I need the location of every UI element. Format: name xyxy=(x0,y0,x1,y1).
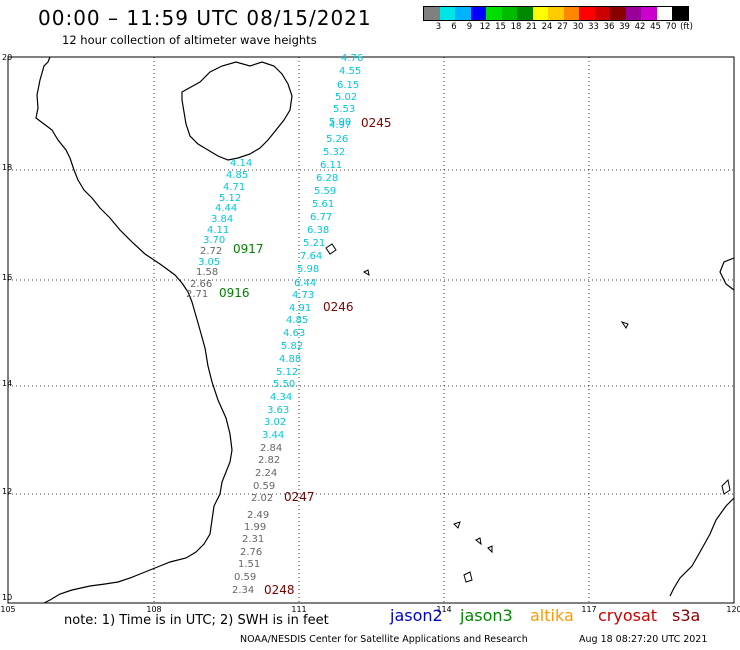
wave-value: 2.49 xyxy=(247,510,269,521)
wave-value: 3.84 xyxy=(211,214,233,225)
legend-jason3: jason3 xyxy=(460,606,513,625)
wave-value: 5.53 xyxy=(333,104,355,115)
wave-value: 2.71 xyxy=(186,289,208,300)
wave-value: 6.15 xyxy=(337,80,359,91)
wave-value: 4.34 xyxy=(270,392,292,403)
wave-value: 0.59 xyxy=(234,572,256,583)
wave-value: 4.85 xyxy=(226,170,248,181)
wave-value: 1.58 xyxy=(196,267,218,278)
coastline-palawan xyxy=(670,498,734,596)
wave-value: 4.14 xyxy=(230,158,252,169)
coastline-island-east xyxy=(722,480,730,494)
wave-value: 2.82 xyxy=(258,455,280,466)
wave-value: 3.02 xyxy=(264,417,286,428)
wave-value: 5.61 xyxy=(312,199,334,210)
wave-value: 1.99 xyxy=(244,522,266,533)
footer-credit: NOAA/NESDIS Center for Satellite Applica… xyxy=(240,634,528,645)
wave-value: 4.97 xyxy=(329,120,351,131)
y-tick-label: 10 xyxy=(2,593,12,602)
wave-value: 3.44 xyxy=(262,430,284,441)
wave-value: 4.76 xyxy=(341,53,363,64)
legend-note: note: 1) Time is in UTC; 2) SWH is in fe… xyxy=(64,613,329,628)
wave-value: 2.72 xyxy=(200,246,222,257)
wave-value: 2.34 xyxy=(232,585,254,596)
wave-value: 4.91 xyxy=(289,303,311,314)
y-tick-label: 16 xyxy=(2,273,12,282)
pass-time-label: 0248 xyxy=(264,583,295,597)
wave-value: 4.88 xyxy=(279,354,301,365)
footer-timestamp: Aug 18 08:27:20 UTC 2021 xyxy=(579,634,707,645)
small-islands xyxy=(326,244,628,582)
wave-value: 6.44 xyxy=(294,278,316,289)
pass-time-label: 0917 xyxy=(233,242,264,256)
x-tick-label: 117 xyxy=(581,605,596,614)
x-tick-label: 120 xyxy=(726,605,740,614)
pass-time-label: 0916 xyxy=(219,286,250,300)
y-tick-label: 14 xyxy=(2,379,12,388)
wave-value: 6.38 xyxy=(307,225,329,236)
wave-value: 3.70 xyxy=(203,235,225,246)
wave-value: 5.32 xyxy=(323,147,345,158)
map-frame xyxy=(8,57,734,603)
wave-value: 5.98 xyxy=(297,264,319,275)
wave-value: 6.77 xyxy=(310,212,332,223)
wave-value: 2.84 xyxy=(260,443,282,454)
coastline-mainland xyxy=(36,57,232,603)
pass-time-label: 0246 xyxy=(323,300,354,314)
wave-value: 2.02 xyxy=(251,493,273,504)
wave-value: 5.50 xyxy=(273,379,295,390)
pass-time-label: 0247 xyxy=(284,490,315,504)
wave-value: 7.64 xyxy=(300,251,322,262)
y-tick-label: 12 xyxy=(2,487,12,496)
y-tick-label: 18 xyxy=(2,163,12,172)
legend-jason2: jason2 xyxy=(390,606,443,625)
wave-value: 3.63 xyxy=(267,405,289,416)
wave-value: 5.26 xyxy=(326,134,348,145)
legend-s3a: s3a xyxy=(672,606,700,625)
wave-value: 2.76 xyxy=(240,547,262,558)
wave-value: 5.21 xyxy=(303,238,325,249)
axis-tick-labels: 105 108 111 114 117 120 20 18 16 14 12 10 xyxy=(0,53,740,614)
legend-altika: altika xyxy=(530,606,574,625)
wave-value: 0.59 xyxy=(253,481,275,492)
wave-value: 4.85 xyxy=(286,315,308,326)
wave-value: 6.11 xyxy=(320,160,342,171)
wave-value: 5.12 xyxy=(276,367,298,378)
y-tick-label: 20 xyxy=(2,53,12,62)
pass-time-label: 0245 xyxy=(361,116,392,130)
x-tick-label: 105 xyxy=(0,605,15,614)
coastline-philippines xyxy=(720,258,734,290)
wave-value: 5.02 xyxy=(335,92,357,103)
wave-value: 2.31 xyxy=(242,534,264,545)
wave-value: 4.63 xyxy=(283,328,305,339)
wave-value: 1.51 xyxy=(238,559,260,570)
lat-lon-grid xyxy=(8,57,734,603)
wave-value: 2.24 xyxy=(255,468,277,479)
legend-cryosat: cryosat xyxy=(598,606,657,625)
wave-value: 4.44 xyxy=(215,203,237,214)
wave-value: 6.28 xyxy=(316,173,338,184)
coastline-hainan xyxy=(182,62,292,160)
wave-value: 4.73 xyxy=(292,290,314,301)
wave-value: 5.59 xyxy=(314,186,336,197)
wave-value: 4.71 xyxy=(223,182,245,193)
wave-value: 4.55 xyxy=(339,66,361,77)
wave-value: 5.82 xyxy=(281,341,303,352)
